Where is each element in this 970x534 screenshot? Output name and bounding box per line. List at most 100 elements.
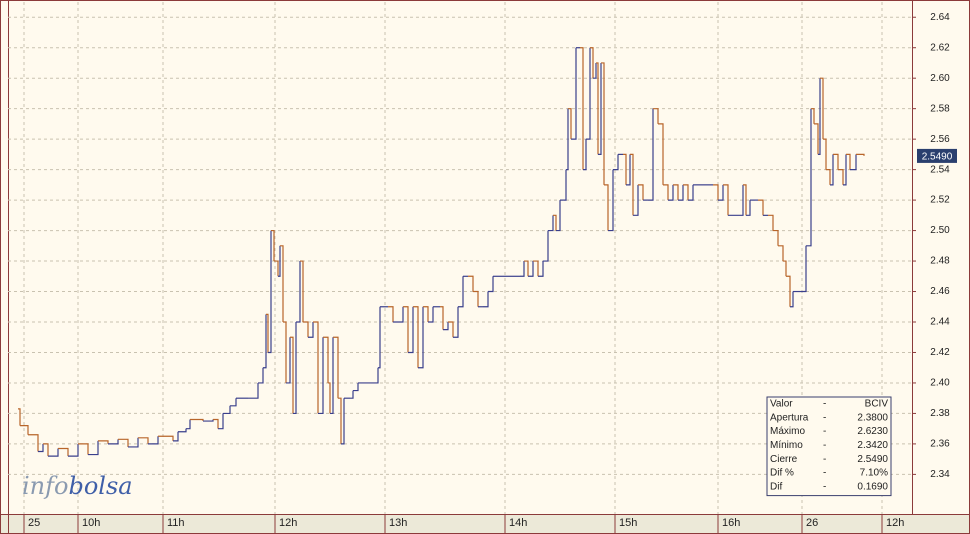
price-step: [590, 47, 594, 79]
last-price-label: 2.5490: [922, 152, 953, 163]
price-step: [811, 108, 815, 124]
price-step: [323, 336, 329, 383]
price-step: [623, 153, 627, 185]
y-tick-label: 2.46: [930, 286, 950, 297]
y-tick-label: 2.62: [930, 42, 950, 53]
stats-sep: -: [823, 481, 826, 492]
stats-value: BCIV: [865, 399, 889, 410]
price-step: [583, 139, 587, 171]
price-step: [778, 245, 784, 262]
price-step: [458, 276, 464, 308]
stats-sep: -: [823, 468, 826, 479]
y-tick-label: 2.64: [930, 12, 950, 23]
price-step: [313, 321, 319, 414]
price-step: [613, 154, 619, 171]
price-step: [830, 154, 834, 186]
price-step: [580, 47, 584, 170]
stats-sep: -: [823, 399, 826, 410]
x-tick-label: 16h: [722, 517, 740, 529]
stats-label: Cierre: [770, 454, 798, 465]
x-tick-label: 12h: [279, 517, 297, 529]
price-step: [258, 367, 264, 384]
price-step: [683, 184, 689, 201]
x-tick-label: 25: [28, 517, 40, 529]
price-step: [293, 322, 297, 415]
price-step: [68, 443, 79, 457]
price-step: [440, 306, 444, 330]
y-tick-label: 2.60: [930, 73, 950, 84]
price-step: [566, 108, 569, 171]
price-step: [524, 260, 529, 277]
price-step: [814, 123, 819, 155]
price-step: [633, 184, 639, 216]
price-step: [388, 306, 394, 322]
price-step: [746, 200, 751, 216]
price-step: [283, 321, 287, 383]
price-step: [728, 184, 744, 216]
stats-label: Mínimo: [770, 440, 803, 451]
price-step: [668, 184, 674, 201]
price-step: [648, 108, 654, 201]
price-step: [638, 184, 644, 201]
price-step: [274, 260, 279, 277]
price-step: [328, 382, 331, 414]
price-step: [341, 398, 345, 445]
y-tick-label: 2.40: [930, 378, 950, 389]
x-tick-label: 12h: [886, 517, 904, 529]
price-step: [658, 123, 664, 185]
price-step: [318, 337, 324, 415]
price-step: [743, 184, 747, 216]
price-step: [78, 443, 89, 455]
price-step: [820, 77, 824, 140]
price-step: [138, 437, 149, 444]
price-step: [223, 405, 231, 415]
price-step: [468, 275, 474, 292]
price-step: [286, 337, 291, 384]
price-step: [303, 321, 309, 338]
price-step: [88, 440, 99, 456]
price-step: [564, 169, 567, 201]
y-tick-label: 2.48: [930, 256, 950, 267]
price-step: [826, 169, 831, 185]
price-step: [20, 425, 29, 435]
price-step: [571, 47, 577, 140]
price-step: [713, 184, 719, 201]
price-step: [586, 47, 591, 140]
price-step: [263, 314, 267, 369]
price-step: [488, 276, 494, 293]
price-step: [38, 443, 44, 453]
price-step: [271, 229, 275, 262]
y-axis-band: [912, 0, 970, 514]
stats-value: 2.6230: [857, 426, 888, 437]
stats-value: 2.3800: [857, 412, 888, 423]
price-step: [48, 448, 59, 457]
price-step: [448, 321, 454, 338]
y-tick-label: 2.58: [930, 103, 950, 114]
price-step: [838, 169, 844, 185]
price-step: [423, 306, 429, 322]
price-step: [823, 138, 827, 170]
price-step: [98, 440, 109, 444]
price-step: [58, 447, 69, 457]
stats-sep: -: [823, 426, 826, 437]
logo-part: bolsa: [68, 472, 132, 500]
price-step: [718, 184, 724, 201]
price-step: [213, 418, 219, 429]
stats-sep: -: [823, 412, 826, 423]
price-step: [806, 108, 812, 247]
y-tick-label: 2.34: [930, 469, 950, 480]
price-step: [28, 434, 39, 452]
price-step: [358, 367, 379, 384]
price-step: [833, 153, 839, 170]
price-step: [850, 154, 857, 171]
stats-label: Dif %: [770, 468, 794, 479]
price-step: [248, 382, 259, 399]
stats-box: [766, 396, 892, 497]
price-step: [353, 382, 359, 392]
price-step: [688, 184, 694, 201]
price-step: [378, 306, 381, 369]
price-step: [333, 336, 339, 399]
y-tick-label: 2.52: [930, 195, 950, 206]
price-step: [568, 108, 572, 140]
price-step: [626, 154, 631, 186]
